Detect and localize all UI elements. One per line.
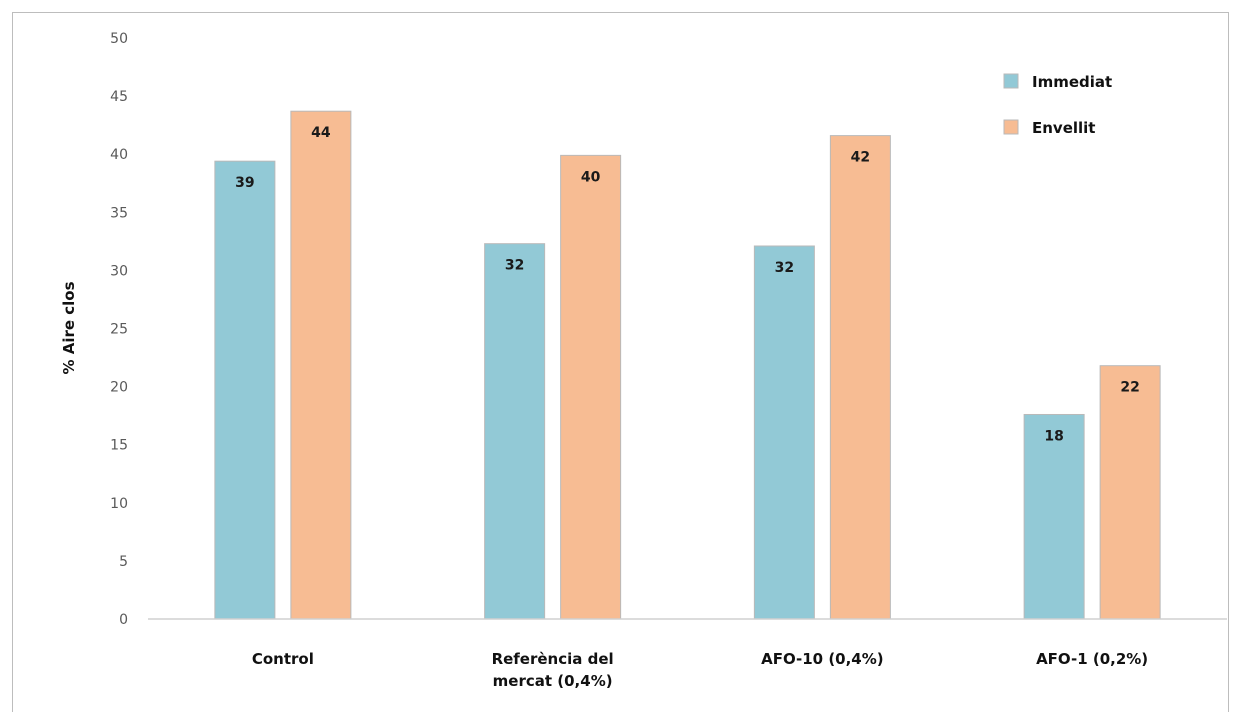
y-tick-label: 30	[110, 263, 128, 279]
y-tick-label: 45	[110, 89, 128, 105]
legend: Immediat Envellit	[1003, 73, 1112, 137]
x-tick-label: Control	[252, 650, 314, 668]
bar-envellit	[829, 135, 891, 620]
data-label: 44	[311, 125, 331, 141]
y-axis: 0 5 10 15 20 25 30 35 40 45 50	[110, 31, 128, 628]
bar-envellit	[560, 154, 622, 620]
bar-immediat	[753, 245, 815, 620]
y-axis-title: % Aire clos	[60, 281, 78, 374]
data-label: 22	[1120, 380, 1139, 396]
data-label: 18	[1044, 428, 1063, 444]
x-tick-label: AFO-10 (0,4%)	[761, 650, 884, 668]
data-label: 40	[581, 169, 601, 185]
bar-immediat	[1023, 413, 1085, 620]
y-tick-label: 0	[119, 612, 128, 628]
y-tick-label: 15	[110, 438, 128, 454]
bar-envellit	[1099, 365, 1161, 620]
x-tick-label: Referència del	[492, 650, 614, 668]
data-label: 32	[505, 258, 524, 274]
y-tick-label: 10	[110, 496, 128, 512]
y-tick-label: 50	[110, 31, 128, 47]
data-label: 32	[775, 260, 794, 276]
legend-swatch	[1003, 73, 1019, 89]
legend-swatch	[1003, 119, 1019, 135]
y-tick-label: 20	[110, 380, 128, 396]
y-tick-label: 5	[119, 554, 128, 570]
bar-immediat	[214, 160, 276, 620]
y-tick-label: 35	[110, 205, 128, 221]
x-tick-label: AFO-1 (0,2%)	[1036, 650, 1148, 668]
legend-label: Envellit	[1032, 119, 1095, 137]
bars: 39 44 32 40 32 42 18 22	[214, 110, 1161, 620]
bar-immediat	[484, 243, 546, 620]
x-axis: Control Referència del mercat (0,4%) AFO-10…	[148, 618, 1227, 690]
data-label: 39	[235, 175, 254, 191]
y-tick-label: 40	[110, 147, 128, 163]
x-tick-label: mercat (0,4%)	[493, 672, 613, 690]
y-tick-label: 25	[110, 322, 128, 338]
chart-frame	[12, 12, 1229, 712]
data-label: 42	[851, 150, 870, 166]
legend-label: Immediat	[1032, 73, 1112, 91]
bar-envellit	[290, 110, 352, 620]
